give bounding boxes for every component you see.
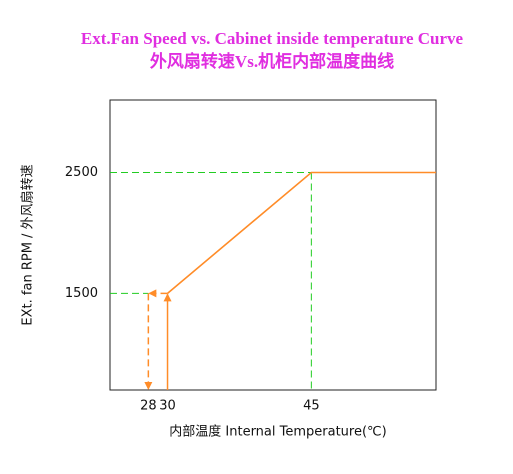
- plot-frame: [109, 99, 437, 391]
- y-axis-label: EXt. fan RPM / 外风扇转速: [20, 164, 36, 325]
- y-tick-label: 2500: [65, 165, 98, 180]
- x-axis-label: 内部温度 Internal Temperature(℃): [169, 424, 386, 440]
- x-tick-label: 28: [140, 399, 157, 414]
- x-tick-label: 45: [303, 399, 320, 414]
- x-tick-label: 30: [159, 399, 176, 414]
- chart-subtitle: 外风扇转速Vs.机柜内部温度曲线: [150, 51, 394, 71]
- y-tick-label: 1500: [65, 286, 98, 301]
- chart-title: Ext.Fan Speed vs. Cabinet inside tempera…: [81, 29, 464, 48]
- series-line: [167, 171, 436, 294]
